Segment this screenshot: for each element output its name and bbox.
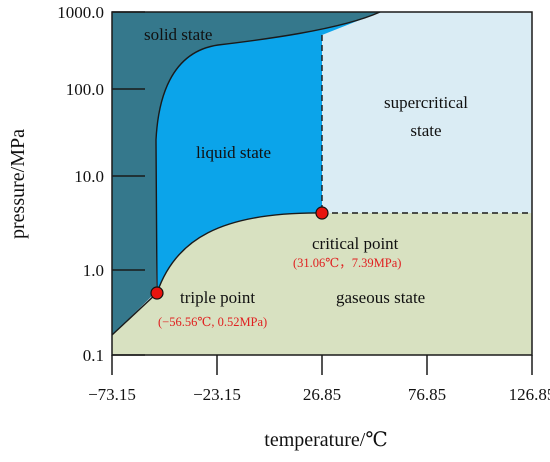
y-axis-title: pressure/MPa (7, 129, 29, 239)
y-tick-label: 100.0 (66, 80, 104, 99)
critical-point-marker (315, 206, 329, 220)
y-tick-label: 1000.0 (57, 3, 104, 22)
y-ticks (112, 11, 145, 356)
gaseous-region (112, 212, 532, 355)
liquid-state-label: liquid state (196, 143, 271, 162)
x-axis-title: temperature/℃ (264, 429, 387, 451)
x-tick-label: 26.85 (303, 385, 341, 404)
solid-state-label: solid state (144, 25, 212, 44)
critical-point-label: critical point (312, 234, 399, 253)
x-tick-label: 126.85 (509, 385, 550, 404)
vaporization-curve (156, 212, 323, 294)
y-tick-label: 1.0 (83, 261, 104, 280)
gaseous-state-label: gaseous state (336, 288, 425, 307)
supercritical-state-label: state (410, 121, 441, 140)
solid-region (112, 12, 380, 335)
y-tick-label: 0.1 (83, 346, 104, 365)
critical-point-coords: (31.06℃，7.39MPa) (293, 256, 401, 270)
y-tick-label: 10.0 (74, 167, 104, 186)
liquid-region (156, 12, 380, 293)
supercritical-state-label: supercritical (384, 93, 468, 112)
triple-point-coords: (−56.56℃, 0.52MPa) (158, 315, 267, 329)
triple-point-label: triple point (180, 288, 255, 307)
x-ticks (111, 355, 533, 375)
x-tick-label: −73.15 (88, 385, 136, 404)
x-tick-label: −23.15 (193, 385, 241, 404)
x-tick-label: 76.85 (408, 385, 446, 404)
sublimation-curve (111, 292, 158, 336)
melting-curve (155, 11, 381, 294)
triple-point-marker (150, 286, 164, 300)
